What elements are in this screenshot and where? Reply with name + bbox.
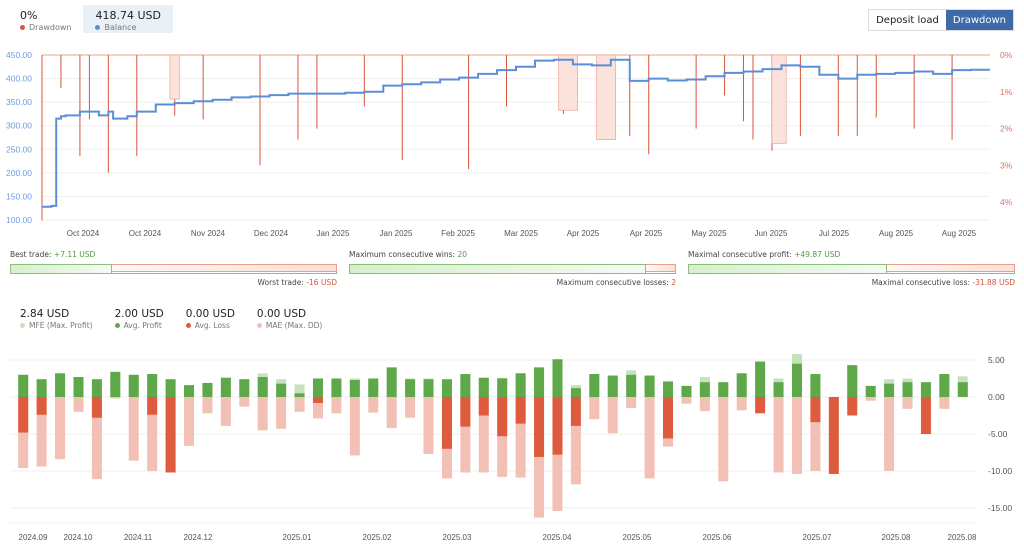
svg-text:2025.02: 2025.02 (363, 533, 392, 542)
avg-loss-value: 0.00 USD (185, 308, 235, 320)
svg-text:3%: 3% (1000, 160, 1013, 170)
svg-text:Jul 2025: Jul 2025 (819, 229, 850, 238)
balance-drawdown-chart: 450.00 400.00 350.00 300.00 250.00 200.00 150.… (6, 50, 1013, 238)
svg-text:Nov 2024: Nov 2024 (191, 229, 226, 238)
svg-text:2%: 2% (1000, 124, 1013, 134)
svg-text:350.00: 350.00 (6, 97, 32, 107)
svg-text:2025.01: 2025.01 (283, 533, 312, 542)
svg-text:100.00: 100.00 (6, 215, 32, 225)
best-worst-trade-stat: Best trade: +7.11 USD Worst trade: -16 U… (10, 250, 337, 287)
max-cons-wins-value: 20 (457, 250, 468, 259)
svg-text:Jan 2025: Jan 2025 (380, 229, 413, 238)
svg-text:0%: 0% (1000, 50, 1013, 60)
svg-text:-5.00: -5.00 (988, 429, 1008, 439)
svg-text:2024.12: 2024.12 (184, 533, 213, 542)
mfe-mae-bar-chart: 5.00 0.00 -5.00 -10.00 -15.00 2024.09 2024.10 2… (10, 354, 1012, 542)
svg-text:2025.06: 2025.06 (703, 533, 732, 542)
bottom-legend: 2.84 USD MFE (Max. Profit) 2.00 USD Avg.… (20, 308, 322, 331)
top-legend: 0% Drawdown 418.74 USD Balance (8, 5, 173, 33)
svg-text:2025.03: 2025.03 (443, 533, 472, 542)
avg-profit-label: Avg. Profit (123, 321, 162, 330)
max-cons-loss-label: Maximal consecutive loss: (871, 278, 971, 287)
svg-text:2025.04: 2025.04 (543, 533, 572, 542)
best-trade-value: +7.11 USD (53, 250, 96, 259)
max-cons-losses-label: Maximum consecutive losses: (556, 278, 669, 287)
svg-text:Feb 2025: Feb 2025 (441, 229, 475, 238)
svg-text:Aug 2025: Aug 2025 (942, 229, 977, 238)
svg-text:Mar 2025: Mar 2025 (504, 229, 538, 238)
svg-text:1%: 1% (1000, 87, 1013, 97)
svg-text:Jun 2025: Jun 2025 (755, 229, 788, 238)
avg-profit-value: 2.00 USD (114, 308, 164, 320)
svg-text:2025.05: 2025.05 (623, 533, 652, 542)
legend-mae[interactable]: 0.00 USD MAE (Max. DD) (256, 308, 323, 331)
deposit-load-button[interactable]: Deposit load (869, 10, 946, 30)
wins-losses-ratio-bar (349, 264, 676, 274)
balance-label: Balance (104, 23, 137, 32)
svg-text:2024.10: 2024.10 (64, 533, 93, 542)
chart-mode-toggle: Deposit load Drawdown (868, 9, 1014, 31)
svg-text:300.00: 300.00 (6, 121, 32, 131)
drawdown-button[interactable]: Drawdown (945, 10, 1013, 30)
legend-avg-profit[interactable]: 2.00 USD Avg. Profit (114, 308, 164, 331)
legend-drawdown[interactable]: 0% Drawdown (8, 5, 83, 33)
balance-value: 418.74 USD (95, 9, 161, 22)
legend-mfe[interactable]: 2.84 USD MFE (Max. Profit) (20, 308, 93, 331)
avg-loss-label: Avg. Loss (194, 321, 230, 330)
mae-dot-icon (256, 323, 262, 328)
svg-text:400.00: 400.00 (6, 74, 32, 84)
mfe-label: MFE (Max. Profit) (29, 321, 93, 330)
legend-balance[interactable]: 418.74 USD Balance (83, 5, 173, 33)
worst-trade-label: Worst trade: (257, 278, 304, 287)
svg-text:Aug 2025: Aug 2025 (879, 229, 914, 238)
svg-text:5.00: 5.00 (988, 355, 1005, 365)
best-worst-ratio-bar (10, 264, 337, 274)
mae-label: MAE (Max. DD) (265, 321, 323, 330)
max-cons-wins-label: Maximum consecutive wins: (349, 250, 456, 259)
profit-loss-ratio-bar (688, 264, 1015, 274)
svg-text:Apr 2025: Apr 2025 (630, 229, 663, 238)
svg-text:2025.08: 2025.08 (948, 533, 977, 542)
svg-text:Apr 2025: Apr 2025 (567, 229, 600, 238)
svg-text:2025.08: 2025.08 (882, 533, 911, 542)
drawdown-dot-icon (20, 25, 25, 30)
drawdown-label: Drawdown (29, 23, 72, 32)
svg-text:2024.09: 2024.09 (19, 533, 48, 542)
svg-text:2024.11: 2024.11 (124, 533, 153, 542)
svg-text:Oct 2024: Oct 2024 (129, 229, 162, 238)
svg-text:May 2025: May 2025 (691, 229, 727, 238)
max-cons-profit-value: +49.87 USD (794, 250, 841, 259)
best-trade-label: Best trade: (10, 250, 52, 259)
svg-text:Jan 2025: Jan 2025 (317, 229, 350, 238)
mfe-value: 2.84 USD (20, 308, 70, 320)
mae-value: 0.00 USD (256, 308, 307, 320)
svg-text:4%: 4% (1000, 197, 1013, 207)
svg-text:250.00: 250.00 (6, 144, 32, 154)
consecutive-profit-loss-stat: Maximal consecutive profit: +49.87 USD M… (688, 250, 1015, 287)
svg-text:2025.07: 2025.07 (803, 533, 832, 542)
avg-loss-dot-icon (185, 323, 191, 328)
svg-text:Dec 2024: Dec 2024 (254, 229, 289, 238)
svg-text:Oct 2024: Oct 2024 (67, 229, 100, 238)
max-cons-profit-label: Maximal consecutive profit: (688, 250, 792, 259)
svg-text:150.00: 150.00 (6, 191, 32, 201)
consecutive-wins-losses-stat: Maximum consecutive wins: 20 Maximum con… (349, 250, 676, 287)
max-cons-losses-value: 2 (671, 278, 676, 287)
legend-avg-loss[interactable]: 0.00 USD Avg. Loss (185, 308, 235, 331)
max-cons-loss-value: -31.88 USD (972, 278, 1015, 287)
balance-dot-icon (95, 25, 101, 30)
svg-text:-15.00: -15.00 (988, 503, 1012, 513)
mfe-dot-icon (20, 323, 25, 328)
worst-trade-value: -16 USD (306, 278, 337, 287)
svg-text:200.00: 200.00 (6, 168, 32, 178)
svg-text:-10.00: -10.00 (988, 466, 1012, 476)
drawdown-value: 0% (20, 9, 38, 22)
svg-text:0.00: 0.00 (988, 392, 1005, 402)
svg-text:450.00: 450.00 (6, 50, 32, 60)
avg-profit-dot-icon (114, 323, 120, 328)
